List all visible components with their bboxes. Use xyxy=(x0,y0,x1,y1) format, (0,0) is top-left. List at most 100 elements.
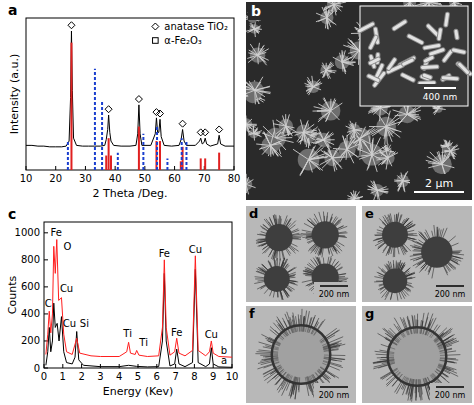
sem-spike xyxy=(347,135,354,149)
sem-spike xyxy=(454,2,462,4)
label-patch xyxy=(430,282,470,300)
label-patch xyxy=(410,174,468,196)
sem-spike xyxy=(326,70,336,72)
sem-spike xyxy=(300,132,303,144)
sem-background xyxy=(246,2,472,200)
sem-spike xyxy=(309,87,314,95)
sem-spike xyxy=(327,18,334,24)
peak-label: Ti xyxy=(122,328,132,339)
sem-spike xyxy=(246,184,247,191)
sem-spike xyxy=(304,132,310,144)
marker xyxy=(179,120,186,127)
sem-spike xyxy=(270,145,278,155)
legend-label: anatase TiO₂ xyxy=(164,21,228,32)
peak-label: Ti xyxy=(138,337,148,348)
legend: anatase TiO₂ α-Fe₂O₃ xyxy=(152,21,228,46)
peak-label: Cu xyxy=(63,318,76,329)
marker xyxy=(202,129,209,136)
rod xyxy=(428,26,437,35)
x-tick-label: 10 xyxy=(20,173,33,184)
reference-line xyxy=(105,156,107,170)
rod xyxy=(389,60,395,69)
sem-spike xyxy=(259,145,270,149)
marker xyxy=(197,129,204,136)
sem-spike xyxy=(319,111,331,120)
scale-bar xyxy=(436,285,464,287)
rod xyxy=(409,36,422,43)
legend-label: α-Fe₂O₃ xyxy=(164,35,201,46)
panel-letter: g xyxy=(365,306,374,321)
sem-spike xyxy=(348,38,359,50)
micrograph xyxy=(246,206,356,302)
tem-core xyxy=(264,266,290,292)
sem-spike xyxy=(342,62,353,64)
chart-panel: 10203040506070802 Theta /Deg.Intensity (… xyxy=(8,2,241,200)
sem-spike xyxy=(398,181,403,187)
sem-spike xyxy=(439,108,446,109)
rod xyxy=(425,58,432,61)
sem-spike xyxy=(304,130,317,132)
sem-spike xyxy=(246,115,247,124)
sem-spike xyxy=(450,145,458,151)
x-tick xyxy=(174,166,175,170)
x-tick-label: 6 xyxy=(154,371,160,382)
y-tick-label: 600 xyxy=(21,281,40,292)
sem-spike xyxy=(429,2,440,3)
rod xyxy=(460,64,468,72)
rod xyxy=(425,58,432,61)
x-tick-label: 8 xyxy=(191,371,197,382)
rod xyxy=(403,75,414,80)
sem-spike xyxy=(247,55,257,58)
sem-spike xyxy=(350,40,359,51)
rod xyxy=(446,14,448,25)
sem-spike xyxy=(407,114,418,121)
sem-spike xyxy=(286,126,295,128)
y-axis-title: Intensity (a.u.) xyxy=(8,54,21,135)
sem-spike xyxy=(329,2,334,4)
rod xyxy=(369,76,378,80)
marker xyxy=(135,96,142,103)
sem-spike xyxy=(254,29,260,32)
chart-panel: 01234567891002004006008001000Energy (Kev… xyxy=(6,206,239,398)
sem-spike xyxy=(447,151,450,157)
legend-marker xyxy=(153,38,159,44)
sem-spike xyxy=(248,29,255,33)
sem-spike xyxy=(398,181,403,192)
y-axis-title: Counts xyxy=(6,276,19,315)
scale-bar-label: 200 nm xyxy=(319,290,350,299)
sem-spike xyxy=(435,108,439,111)
sem-spike xyxy=(347,140,354,149)
sem-spike xyxy=(377,190,379,200)
label-patch xyxy=(430,383,470,401)
y-tick xyxy=(44,259,48,260)
sem-spike xyxy=(367,155,372,171)
sem-spike xyxy=(428,164,442,168)
sem-spike xyxy=(407,106,421,114)
peak-label: Cu xyxy=(189,244,202,255)
rod xyxy=(394,22,405,29)
sem-spike xyxy=(332,147,339,158)
sem-spike xyxy=(254,134,262,137)
sem-spike xyxy=(377,187,386,191)
sem-spike xyxy=(450,2,454,3)
sem-spike xyxy=(246,184,249,194)
image-panel: 200 nmg xyxy=(362,306,472,403)
sem-spike xyxy=(372,108,381,113)
sem-spike xyxy=(354,122,356,130)
sem-spike xyxy=(326,70,330,78)
sem-spike xyxy=(270,131,274,145)
series-line xyxy=(46,269,232,367)
sem-spike xyxy=(324,70,326,77)
reference-line xyxy=(166,158,168,170)
reference-line xyxy=(181,138,183,170)
rod xyxy=(422,65,436,69)
x-tick-label: 0 xyxy=(41,371,47,382)
x-tick xyxy=(234,166,235,170)
x-tick xyxy=(81,364,82,368)
panel-letter: c xyxy=(8,206,16,222)
sem-spike xyxy=(341,50,342,62)
sem-spike xyxy=(384,127,386,140)
label-patch xyxy=(248,4,262,20)
sem-spike xyxy=(270,145,281,157)
legend-marker xyxy=(152,23,159,30)
